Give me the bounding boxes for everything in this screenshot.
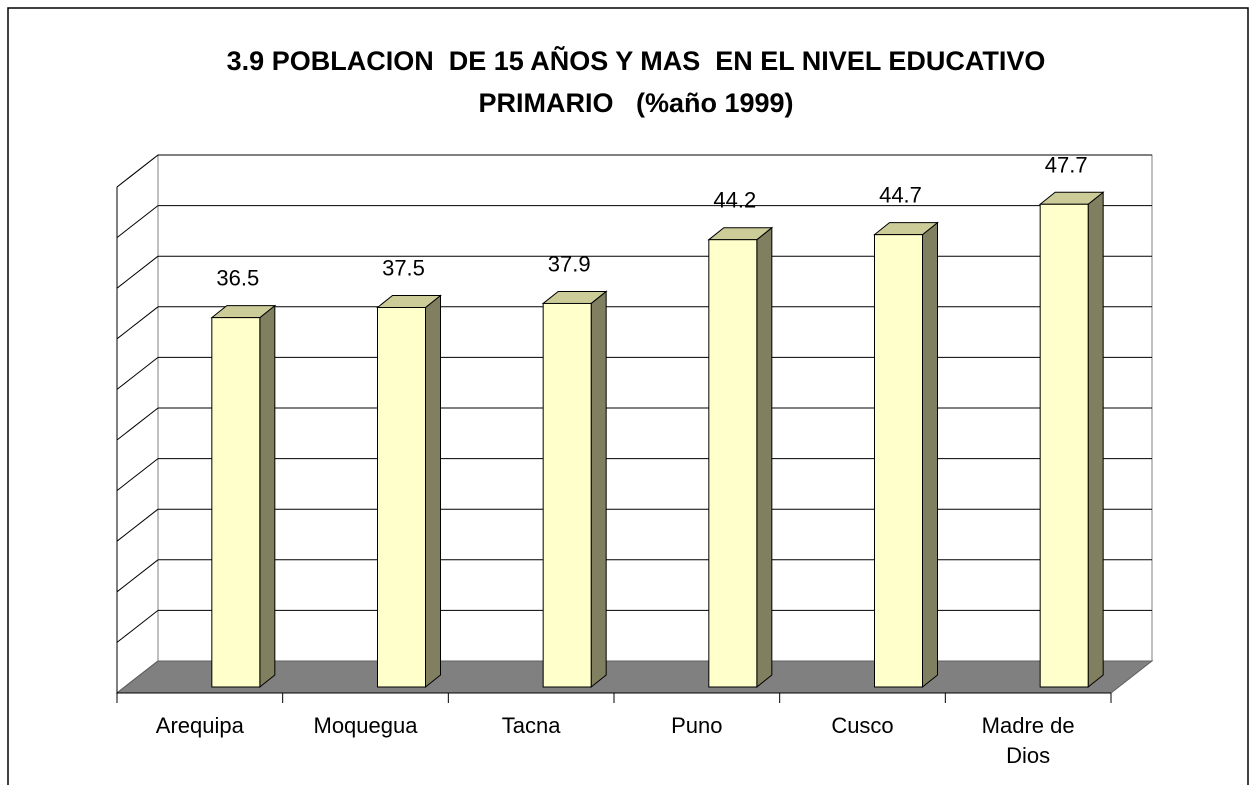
- grid-line: [116, 508, 159, 542]
- data-label: 37.9: [548, 251, 591, 276]
- bar: [874, 234, 923, 688]
- bar: [708, 239, 758, 688]
- x-tick-label: Tacna: [501, 713, 561, 738]
- bar: [211, 317, 261, 688]
- bar-side: [590, 290, 607, 689]
- data-label: 44.2: [713, 188, 756, 213]
- bar: [1039, 203, 1089, 688]
- grid-line: [116, 205, 159, 238]
- bar: [377, 307, 426, 688]
- chart-title: 3.9 POBLACION DE 15 AÑOS Y MAS EN EL NIV…: [226, 46, 1053, 118]
- grid-line: [116, 610, 159, 643]
- x-tick-label: Cusco: [831, 713, 894, 738]
- grid-line: [116, 306, 159, 340]
- x-tick-label: Moquegua: [313, 713, 418, 738]
- grid-line: [116, 255, 159, 289]
- bar-side: [259, 304, 276, 689]
- data-label: 44.7: [879, 183, 922, 208]
- bar-side: [756, 226, 773, 689]
- bar-side: [425, 294, 441, 689]
- bar-side: [922, 221, 938, 689]
- grid-line: [116, 559, 159, 593]
- x-tick-label: Arequipa: [155, 713, 244, 738]
- x-tick-label: Puno: [671, 713, 723, 738]
- grid-line: [116, 357, 159, 390]
- data-label: 47.7: [1045, 152, 1088, 177]
- bar-side: [1087, 191, 1104, 689]
- data-label: 37.5: [382, 256, 425, 281]
- grid-line: [116, 458, 159, 491]
- grid-line: [116, 154, 159, 188]
- bar: [542, 302, 592, 688]
- x-tick-label: Madre de Dios: [981, 713, 1075, 768]
- data-label: 36.5: [216, 266, 259, 291]
- grid-line: [116, 407, 159, 441]
